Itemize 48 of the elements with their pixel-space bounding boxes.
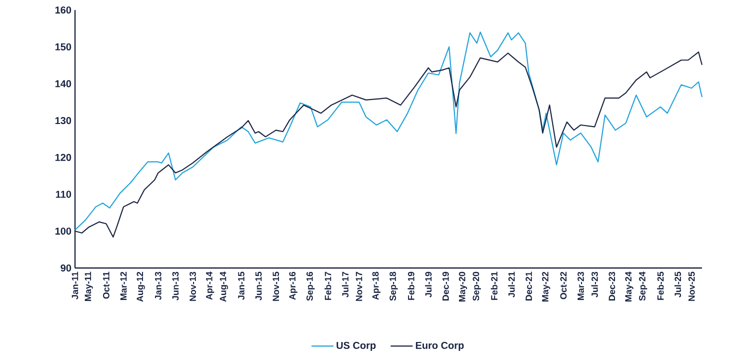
- x-tick-label: Feb-17: [324, 272, 332, 300]
- x-tick-label: Apr-14: [206, 271, 214, 300]
- x-tick-label: Dec-23: [608, 272, 616, 300]
- x-tick-label: Sep-18: [390, 272, 398, 301]
- y-tick-label: 140: [55, 80, 72, 88]
- x-tick-label: Jan-13: [154, 272, 162, 300]
- y-tick-label: 130: [55, 116, 72, 124]
- x-tick-label: Feb-21: [490, 272, 498, 300]
- x-tick-label: Nov-17: [356, 272, 362, 301]
- x-tick-label: Jul-21: [508, 272, 515, 298]
- x-tick-label: Aug-12: [136, 272, 145, 302]
- x-tick-label: Nov-25: [688, 272, 695, 301]
- y-tick-label: 100: [55, 227, 72, 235]
- x-tick-label: May-24: [625, 271, 634, 302]
- x-tick-label: Sep-20: [472, 272, 481, 301]
- y-tick-label: 110: [56, 190, 72, 198]
- y-tick-label: 90: [60, 264, 72, 272]
- x-tick-label: Jun-13: [172, 272, 179, 300]
- x-tick-label: Dec-19: [442, 272, 449, 300]
- legend-label: Euro Corp: [416, 342, 464, 351]
- x-tick-label: May-11: [84, 272, 93, 301]
- x-tick-label: Feb-25: [657, 272, 664, 300]
- x-tick-label: Jul-17: [342, 272, 349, 298]
- y-tick-label: 150: [55, 43, 72, 50]
- x-tick-label: Nov-15: [272, 272, 280, 301]
- x-tick-label: Oct-22: [560, 272, 567, 299]
- x-tick-label: Jul-25: [674, 272, 682, 298]
- x-tick-label: Jun-15: [255, 272, 262, 300]
- x-tick-label: Oct-11: [103, 272, 110, 299]
- y-tick-label: 120: [55, 154, 72, 161]
- x-tick-label: Nov-13: [190, 272, 196, 301]
- x-tick-label: Jan-15: [238, 272, 244, 300]
- x-tick-label: Jan-11: [72, 272, 78, 300]
- x-tick-label: May-22: [542, 272, 550, 302]
- x-tick-label: Feb-19: [408, 272, 414, 300]
- x-tick-label: May-20: [458, 272, 468, 302]
- x-tick-label: Jul-19: [425, 272, 432, 298]
- y-tick-label: 160: [55, 6, 72, 14]
- legend-label: US Corp: [336, 342, 376, 351]
- x-tick-label: Dec-21: [526, 272, 532, 300]
- x-tick-label: Jul-23: [591, 272, 598, 298]
- x-tick-label: Mar-12: [120, 272, 127, 300]
- x-tick-label: Apr-16: [289, 272, 298, 300]
- x-tick-label: Sep-16: [306, 272, 315, 301]
- x-tick-label: Aug-14: [220, 271, 228, 302]
- x-tick-label: Mar-23: [578, 272, 584, 300]
- x-tick-label: Sep-24: [639, 271, 648, 301]
- x-tick-label: Apr-18: [372, 272, 380, 300]
